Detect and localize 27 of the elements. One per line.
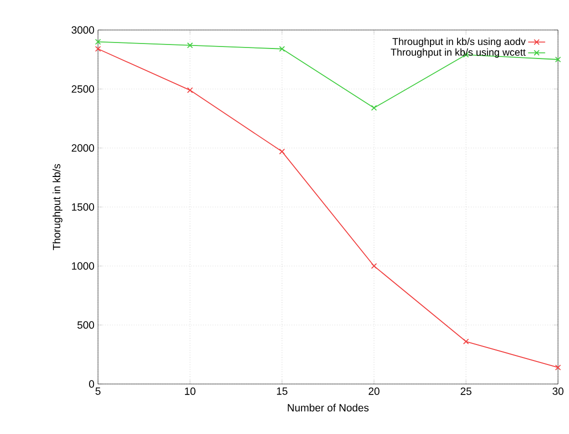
legend-label: Throughput in kb/s using aodv <box>392 38 526 47</box>
x-tick-label: 10 <box>184 388 196 395</box>
point <box>371 263 377 269</box>
x-tick-label: 25 <box>460 388 472 395</box>
point <box>371 104 377 111</box>
x-tick-label: 15 <box>276 388 288 395</box>
point <box>555 56 561 62</box>
y-tick-label: 3000 <box>72 26 94 34</box>
point <box>279 148 285 154</box>
x-axis-title: Number of Nodes <box>288 404 369 412</box>
point <box>95 38 101 45</box>
y-tick-label: 2500 <box>72 85 94 93</box>
point <box>279 46 285 52</box>
y-tick-label: 0 <box>89 380 94 388</box>
point <box>187 42 193 48</box>
y-axis-title: Thorughput in kb/s <box>52 164 62 250</box>
y-tick-label: 500 <box>77 321 94 329</box>
y-tick-label: 1000 <box>72 262 94 270</box>
x-tick-label: 30 <box>552 388 564 395</box>
y-tick-label: 1500 <box>72 203 94 211</box>
point <box>187 87 193 94</box>
point <box>555 364 561 370</box>
x-tick-label: 5 <box>96 388 100 395</box>
point <box>463 338 469 344</box>
point <box>95 46 101 52</box>
y-tick-label: 2000 <box>72 144 94 152</box>
x-tick-label: 20 <box>368 388 380 395</box>
